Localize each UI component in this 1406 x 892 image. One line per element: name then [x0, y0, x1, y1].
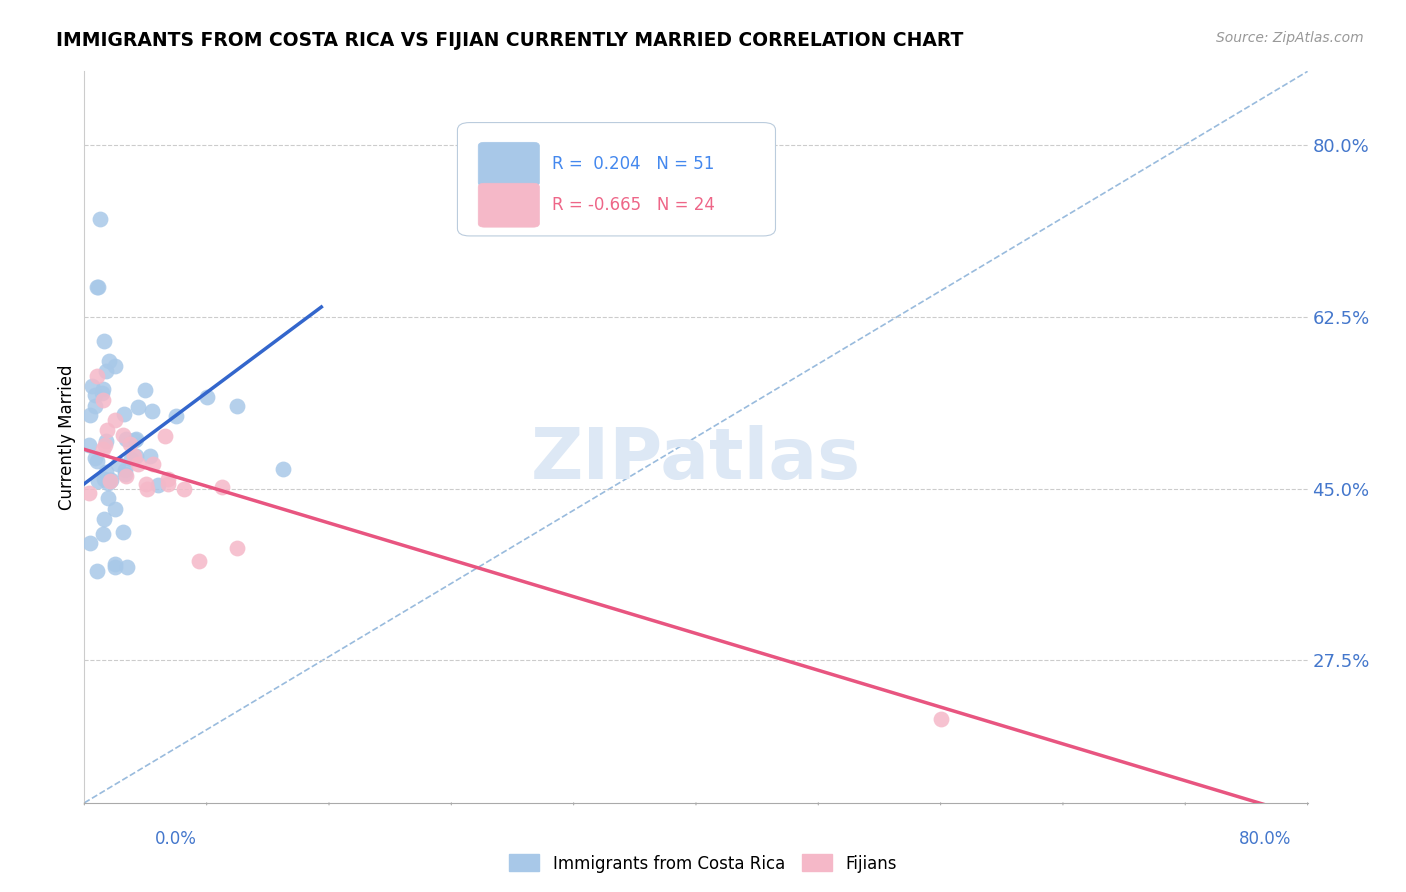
Point — [195, 390, 218, 404]
Point — [114, 432, 136, 446]
Point — [115, 469, 138, 483]
Point — [91, 393, 114, 408]
Point — [188, 553, 211, 567]
Point — [127, 401, 149, 415]
Point — [226, 399, 249, 413]
Point — [86, 564, 108, 578]
Point — [83, 451, 105, 466]
Point — [100, 473, 122, 487]
Point — [112, 524, 135, 539]
Point — [136, 482, 159, 496]
Point — [120, 437, 142, 451]
Point — [226, 541, 249, 555]
Point — [104, 359, 127, 373]
Point — [141, 403, 163, 417]
Point — [98, 475, 121, 489]
Point — [114, 467, 136, 481]
Point — [104, 557, 127, 571]
Point — [104, 413, 127, 427]
Point — [91, 382, 114, 396]
Point — [104, 560, 127, 574]
Point — [114, 463, 136, 477]
Point — [94, 437, 117, 451]
Point — [111, 427, 134, 442]
Text: R = -0.665   N = 24: R = -0.665 N = 24 — [551, 196, 714, 214]
Point — [79, 408, 101, 422]
Text: Source: ZipAtlas.com: Source: ZipAtlas.com — [1216, 31, 1364, 45]
Point — [142, 457, 165, 471]
Point — [165, 409, 187, 423]
Point — [97, 475, 120, 490]
Point — [96, 466, 118, 480]
FancyBboxPatch shape — [478, 143, 540, 186]
Text: 0.0%: 0.0% — [155, 830, 197, 847]
Text: 80.0%: 80.0% — [1239, 830, 1292, 847]
Point — [77, 438, 100, 452]
Point — [89, 211, 111, 226]
Point — [94, 434, 117, 448]
Point — [115, 560, 138, 574]
Point — [157, 472, 180, 486]
Point — [77, 486, 100, 500]
Y-axis label: Currently Married: Currently Married — [58, 364, 76, 510]
Point — [97, 354, 120, 368]
FancyBboxPatch shape — [457, 122, 776, 235]
Point — [135, 476, 157, 491]
Point — [929, 712, 952, 726]
Point — [96, 423, 118, 437]
Text: IMMIGRANTS FROM COSTA RICA VS FIJIAN CURRENTLY MARRIED CORRELATION CHART: IMMIGRANTS FROM COSTA RICA VS FIJIAN CUR… — [56, 31, 963, 50]
Point — [83, 388, 105, 402]
Point — [104, 501, 127, 516]
Point — [93, 334, 115, 349]
Point — [127, 457, 149, 471]
Point — [91, 385, 114, 400]
Point — [91, 442, 114, 457]
Point — [94, 364, 117, 378]
Point — [97, 491, 120, 505]
Point — [173, 482, 195, 496]
Point — [93, 472, 115, 486]
Point — [120, 452, 142, 467]
Point — [125, 450, 148, 464]
Point — [98, 474, 121, 488]
Point — [155, 429, 177, 443]
Point — [86, 474, 108, 488]
Text: ZIPatlas: ZIPatlas — [531, 425, 860, 493]
FancyBboxPatch shape — [478, 183, 540, 227]
Point — [91, 527, 114, 541]
Point — [148, 478, 170, 492]
Point — [79, 536, 101, 550]
Text: R =  0.204   N = 51: R = 0.204 N = 51 — [551, 155, 714, 173]
Point — [86, 454, 108, 468]
Point — [80, 379, 103, 393]
Point — [211, 480, 233, 494]
Point — [112, 408, 135, 422]
Point — [93, 511, 115, 525]
Point — [87, 280, 110, 294]
Point — [83, 399, 105, 413]
Legend: Immigrants from Costa Rica, Fijians: Immigrants from Costa Rica, Fijians — [503, 847, 903, 880]
Point — [271, 462, 294, 476]
Point — [122, 449, 145, 463]
Point — [139, 449, 162, 463]
Point — [157, 476, 180, 491]
Point — [125, 433, 148, 447]
Point — [107, 457, 129, 471]
Point — [86, 280, 108, 294]
Point — [124, 434, 146, 448]
Point — [134, 383, 156, 397]
Point — [86, 368, 108, 383]
